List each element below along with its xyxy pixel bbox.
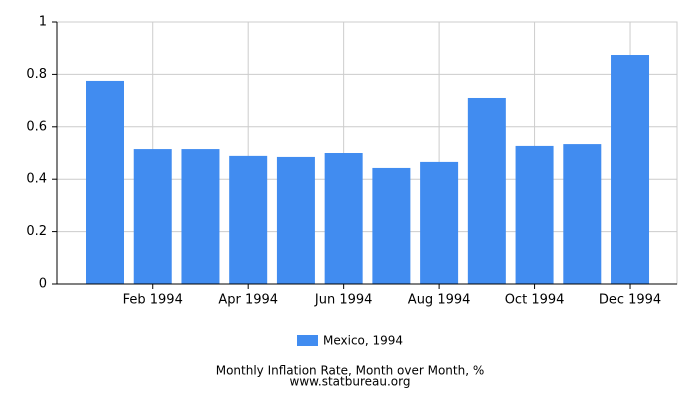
legend-swatch	[297, 335, 318, 346]
bar	[229, 155, 268, 284]
x-tick-label: Jun 1994	[314, 293, 373, 308]
bar	[276, 156, 315, 284]
bar	[563, 144, 602, 284]
y-tick-label: 0.6	[26, 119, 47, 134]
x-tick-label: Aug 1994	[408, 293, 471, 308]
legend-label: Mexico, 1994	[323, 334, 403, 348]
y-tick-label: 0	[39, 277, 47, 292]
y-tick-label: 1	[39, 15, 47, 30]
x-tick-label: Oct 1994	[505, 293, 565, 308]
x-tick-label: Dec 1994	[599, 293, 661, 308]
bar	[420, 161, 459, 284]
bar	[86, 80, 124, 284]
x-tick-label: Apr 1994	[218, 293, 278, 308]
bar	[372, 167, 411, 284]
y-tick-label: 0.8	[26, 67, 47, 82]
y-tick-label: 0.4	[26, 172, 47, 187]
chart-subtitle: www.statbureau.org	[290, 375, 411, 389]
bar	[324, 153, 363, 284]
y-tick-label: 0.2	[26, 224, 47, 239]
bar	[467, 97, 506, 284]
bar	[515, 145, 554, 284]
bar	[611, 55, 650, 285]
bar	[181, 149, 220, 284]
chart-title: Monthly Inflation Rate, Month over Month…	[216, 364, 485, 378]
bar	[133, 149, 172, 284]
x-tick-label: Feb 1994	[123, 293, 183, 308]
